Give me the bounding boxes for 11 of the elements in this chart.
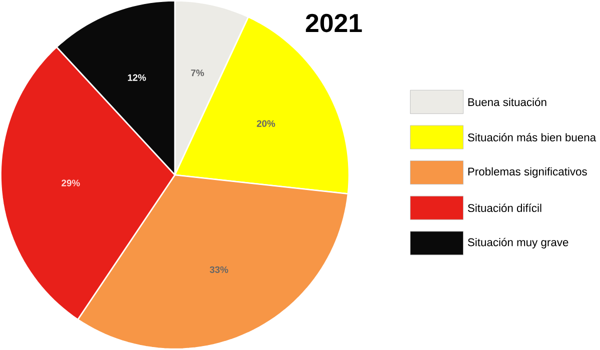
legend-label: Situación más bien buena	[468, 133, 596, 142]
data-label: 12%	[128, 74, 146, 82]
data-label: 20%	[256, 120, 276, 128]
legend-label: Situación difícil	[468, 204, 542, 212]
data-label: 7%	[191, 70, 204, 76]
legend-label: Buena situación	[468, 98, 546, 106]
chart-title: 2021	[306, 14, 362, 32]
data-label: 29%	[62, 180, 80, 186]
legend-label: Situación muy grave	[468, 238, 568, 249]
legend-label: Problemas significativos	[468, 167, 587, 178]
data-label: 33%	[210, 266, 228, 274]
